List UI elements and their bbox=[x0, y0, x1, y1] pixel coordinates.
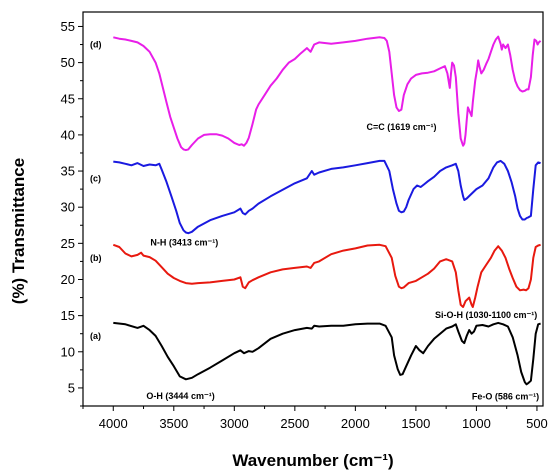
series-line-b bbox=[112, 243, 541, 308]
series-line-a bbox=[113, 321, 541, 386]
plot-frame bbox=[82, 11, 544, 407]
y-tick-label-50: 50 bbox=[61, 55, 75, 70]
label-layer: (a) (b) (c) (d) O-H (3444 cm⁻¹) N-H (3413 cm⁻… bbox=[90, 40, 539, 402]
panel-label: (d) bbox=[90, 40, 102, 50]
y-tick-label-20: 20 bbox=[61, 272, 75, 287]
peak-annotation: O-H (3444 cm⁻¹) bbox=[146, 391, 214, 401]
plot-layer bbox=[112, 35, 542, 386]
x-tick-label-1000: 1000 bbox=[462, 416, 491, 431]
y-tick-label-55: 55 bbox=[61, 19, 75, 34]
x-tick-label-4000: 4000 bbox=[99, 416, 128, 431]
y-tick-label-25: 25 bbox=[61, 236, 75, 251]
peak-annotation: C=C (1619 cm⁻¹) bbox=[366, 122, 436, 132]
y-axis-title: (%) Transmittance bbox=[9, 158, 28, 304]
y-tick-label-15: 15 bbox=[61, 308, 75, 323]
y-tick-label-5: 5 bbox=[68, 380, 75, 395]
y-tick-label-10: 10 bbox=[61, 344, 75, 359]
peak-annotation: N-H (3413 cm⁻¹) bbox=[150, 238, 218, 248]
x-tick-label-2000: 2000 bbox=[341, 416, 370, 431]
peak-annotation: Si-O-H (1030-1100 cm⁻¹) bbox=[435, 310, 537, 320]
x-tick-label-1500: 1500 bbox=[401, 416, 430, 431]
y-tick-label-40: 40 bbox=[61, 127, 75, 142]
x-axis-title: Wavenumber (cm⁻¹) bbox=[232, 451, 393, 470]
x-tick-label-500: 500 bbox=[526, 416, 548, 431]
y-tick-label-45: 45 bbox=[61, 91, 75, 106]
x-tick-label-3000: 3000 bbox=[220, 416, 249, 431]
series-line-d bbox=[113, 35, 542, 152]
panel-label: (a) bbox=[90, 331, 101, 341]
x-tick-label-2500: 2500 bbox=[280, 416, 309, 431]
axis-layer: 4000 3500 3000 2500 2000 1500 1000 500 5 10 15 20 25… bbox=[61, 11, 548, 431]
y-tick-label-35: 35 bbox=[61, 164, 75, 179]
y-tick-label-30: 30 bbox=[61, 200, 75, 215]
panel-label: (b) bbox=[90, 253, 102, 263]
peak-annotation: Fe-O (586 cm⁻¹) bbox=[472, 391, 539, 401]
series-line-c bbox=[113, 159, 541, 235]
x-tick-label-3500: 3500 bbox=[159, 416, 188, 431]
panel-label: (c) bbox=[90, 173, 101, 183]
